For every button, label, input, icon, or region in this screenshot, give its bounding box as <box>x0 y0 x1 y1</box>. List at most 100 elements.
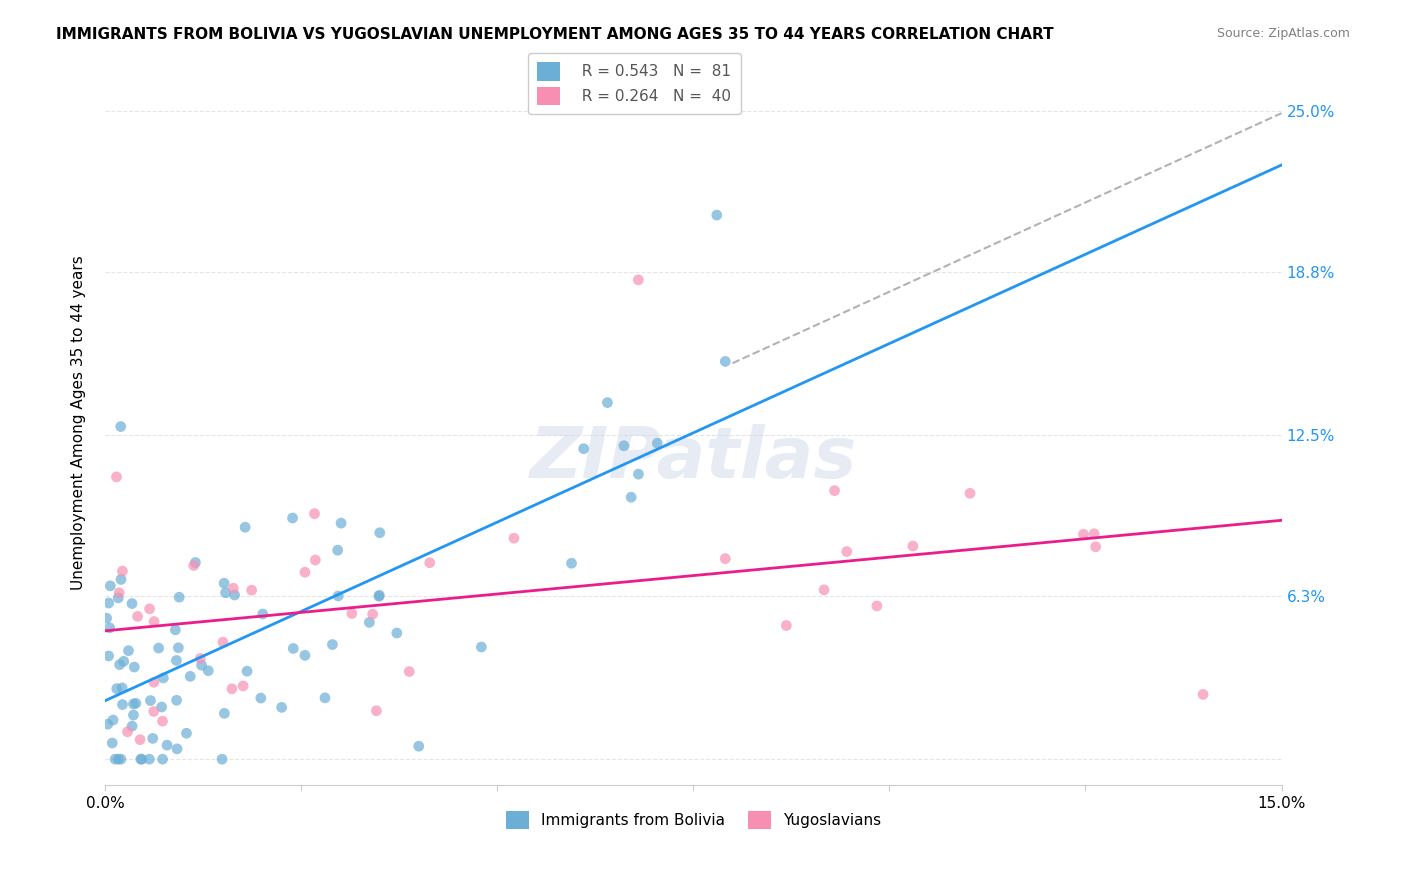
Point <box>139 693 162 707</box>
Point <box>398 665 420 679</box>
Point <box>714 354 737 368</box>
Point <box>419 556 441 570</box>
Point <box>647 436 669 450</box>
Point <box>620 490 643 504</box>
Point <box>901 539 924 553</box>
Point <box>129 732 152 747</box>
Point <box>97 596 120 610</box>
Point <box>866 599 889 613</box>
Point <box>138 602 160 616</box>
Point <box>212 576 235 591</box>
Point <box>224 588 246 602</box>
Point <box>408 739 430 754</box>
Text: Source: ZipAtlas.com: Source: ZipAtlas.com <box>1216 27 1350 40</box>
Point <box>314 690 336 705</box>
Point <box>211 752 233 766</box>
Point <box>283 641 305 656</box>
Point <box>110 419 132 434</box>
Point <box>385 626 408 640</box>
Point <box>166 742 188 756</box>
Point <box>252 607 274 621</box>
Point <box>150 700 173 714</box>
Point <box>706 208 728 222</box>
Point <box>232 679 254 693</box>
Point <box>368 525 391 540</box>
Point <box>1084 540 1107 554</box>
Point <box>183 558 205 573</box>
Point <box>122 697 145 711</box>
Point <box>142 731 165 746</box>
Point <box>124 660 146 674</box>
Point <box>107 752 129 766</box>
Point <box>212 635 235 649</box>
Point <box>152 671 174 685</box>
Point <box>152 714 174 728</box>
Point <box>214 586 236 600</box>
Point <box>142 705 165 719</box>
Point <box>97 717 120 731</box>
Point <box>326 543 349 558</box>
Point <box>104 752 127 766</box>
Point <box>98 579 121 593</box>
Point <box>121 719 143 733</box>
Point <box>824 483 846 498</box>
Point <box>294 565 316 579</box>
Text: IMMIGRANTS FROM BOLIVIA VS YUGOSLAVIAN UNEMPLOYMENT AMONG AGES 35 TO 44 YEARS CO: IMMIGRANTS FROM BOLIVIA VS YUGOSLAVIAN U… <box>56 27 1054 42</box>
Point <box>156 738 179 752</box>
Point <box>572 442 595 456</box>
Point <box>152 752 174 766</box>
Point <box>138 752 160 766</box>
Point <box>221 681 243 696</box>
Point <box>165 623 187 637</box>
Point <box>176 726 198 740</box>
Point <box>775 618 797 632</box>
Point <box>835 544 858 558</box>
Point <box>98 621 121 635</box>
Point <box>304 507 326 521</box>
Point <box>101 736 124 750</box>
Point <box>96 611 118 625</box>
Point <box>233 520 256 534</box>
Point <box>613 439 636 453</box>
Point <box>111 698 134 712</box>
Point <box>167 640 190 655</box>
Point <box>1083 526 1105 541</box>
Point <box>627 273 650 287</box>
Point <box>142 675 165 690</box>
Point <box>236 664 259 678</box>
Point <box>294 648 316 663</box>
Point <box>131 752 153 766</box>
Point <box>197 664 219 678</box>
Point <box>270 700 292 714</box>
Point <box>366 704 388 718</box>
Point <box>110 573 132 587</box>
Point <box>190 658 212 673</box>
Point <box>1192 687 1215 701</box>
Text: ZIPatlas: ZIPatlas <box>530 424 856 493</box>
Point <box>101 713 124 727</box>
Point <box>503 531 526 545</box>
Point <box>110 752 132 766</box>
Point <box>117 643 139 657</box>
Point <box>122 708 145 723</box>
Y-axis label: Unemployment Among Ages 35 to 44 years: Unemployment Among Ages 35 to 44 years <box>72 255 86 590</box>
Point <box>368 588 391 602</box>
Point <box>148 641 170 656</box>
Point <box>107 591 129 605</box>
Point <box>105 470 128 484</box>
Point <box>121 597 143 611</box>
Point <box>179 669 201 683</box>
Point <box>240 583 263 598</box>
Point <box>340 607 363 621</box>
Point <box>108 657 131 672</box>
Point <box>714 551 737 566</box>
Point <box>249 691 271 706</box>
Point <box>321 638 343 652</box>
Point <box>222 581 245 595</box>
Legend: Immigrants from Bolivia, Yugoslavians: Immigrants from Bolivia, Yugoslavians <box>499 805 887 836</box>
Point <box>117 724 139 739</box>
Point <box>368 589 391 603</box>
Point <box>470 640 492 654</box>
Point <box>111 681 134 695</box>
Point <box>959 486 981 500</box>
